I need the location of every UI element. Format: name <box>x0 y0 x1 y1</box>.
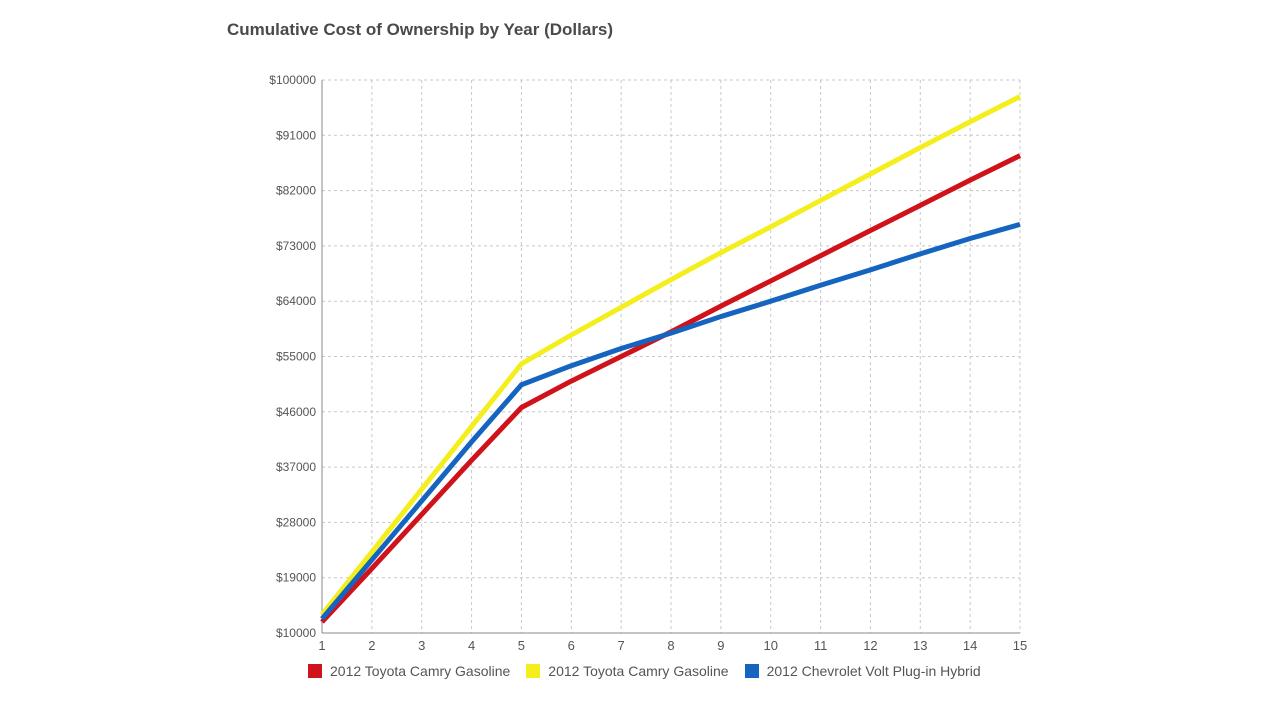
series-line <box>320 94 1022 617</box>
y-tick-label: $19000 <box>276 571 316 585</box>
y-tick-label: $46000 <box>276 405 316 419</box>
legend-item[interactable]: 2012 Toyota Camry Gasoline <box>308 663 510 679</box>
series-lines <box>320 94 1022 624</box>
x-tick-label: 14 <box>963 638 977 653</box>
x-tick-label: 2 <box>368 638 375 653</box>
y-tick-label: $64000 <box>276 294 316 308</box>
y-tick-label: $10000 <box>276 626 316 640</box>
chart-title: Cumulative Cost of Ownership by Year (Do… <box>227 20 614 39</box>
legend-label: 2012 Toyota Camry Gasoline <box>548 663 729 679</box>
x-tick-label: 5 <box>518 638 525 653</box>
x-tick-label: 6 <box>568 638 575 653</box>
x-tick-label: 13 <box>913 638 927 653</box>
axes <box>321 80 1020 634</box>
legend-swatch <box>744 664 759 678</box>
y-tick-label: $37000 <box>276 460 316 474</box>
x-tick-label: 4 <box>468 638 475 653</box>
legend-swatch <box>526 664 541 678</box>
x-tick-label: 12 <box>863 638 877 653</box>
y-tick-label: $55000 <box>276 350 316 364</box>
x-tick-label: 3 <box>418 638 425 653</box>
y-tick-label: $28000 <box>276 515 316 529</box>
x-tick-labels: 1 2 3 4 5 6 7 8 9 10 11 12 13 14 15 <box>318 638 1027 653</box>
x-tick-label: 1 <box>318 638 325 653</box>
legend: 2012 Toyota Camry Gasoline 2012 Toyota Ca… <box>308 663 997 679</box>
grid <box>321 79 1021 634</box>
legend-item[interactable]: 2012 Chevrolet Volt Plug-in Hybrid <box>744 663 981 679</box>
y-tick-label: $82000 <box>276 184 316 198</box>
legend-item[interactable]: 2012 Toyota Camry Gasoline <box>526 663 729 679</box>
x-tick-label: 15 <box>1013 638 1027 653</box>
x-tick-label: 11 <box>814 638 828 653</box>
y-tick-label: $100000 <box>269 73 316 87</box>
legend-label: 2012 Chevrolet Volt Plug-in Hybrid <box>766 663 981 679</box>
legend-swatch <box>308 664 322 678</box>
series-line <box>320 221 1021 621</box>
x-tick-label: 9 <box>717 638 724 653</box>
y-tick-label: $91000 <box>276 128 316 142</box>
x-tick-label: 10 <box>763 638 777 653</box>
x-tick-label: 7 <box>618 638 625 653</box>
y-tick-label: $73000 <box>276 239 316 253</box>
x-tick-label: 8 <box>667 638 674 653</box>
y-tick-labels: $10000 $19000 $28000 $37000 $46000 $55000 $640… <box>269 73 316 640</box>
legend-label: 2012 Toyota Camry Gasoline <box>330 663 511 679</box>
